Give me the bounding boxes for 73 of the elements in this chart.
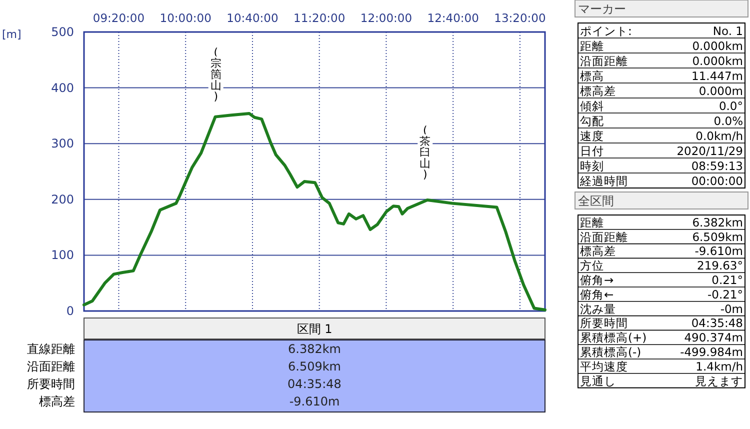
text: 2020/11/29 xyxy=(676,144,743,158)
text: -9.610m xyxy=(694,244,743,258)
text: 04:35:48 xyxy=(691,316,743,330)
x-tick-label: 11:20:00 xyxy=(294,11,346,25)
text: 0.0% xyxy=(714,114,744,128)
text: 累積標高(+) xyxy=(580,330,647,345)
x-tick-label: 12:40:00 xyxy=(427,11,479,25)
text: 経過時間 xyxy=(579,174,628,188)
text: 標高差 xyxy=(580,244,616,258)
text: 俯角→ xyxy=(580,273,614,287)
text: 6.509km xyxy=(692,230,743,244)
y-axis-title: [m] xyxy=(2,28,22,41)
text: 見えます xyxy=(695,374,743,388)
x-tick-label: 10:00:00 xyxy=(160,11,212,25)
text: -9.610m xyxy=(289,394,340,408)
text: 標高 xyxy=(580,69,604,83)
text: -499.984m xyxy=(680,345,743,359)
text: 08:59:13 xyxy=(691,159,743,173)
text: 俯角← xyxy=(580,287,614,302)
text: ポイント: xyxy=(580,24,632,38)
text: 6.509km xyxy=(288,360,341,374)
y-tick-label: 0 xyxy=(66,304,74,318)
text: 所要時間 xyxy=(580,316,628,330)
y-tick-label: 400 xyxy=(51,80,74,95)
text: 219.63° xyxy=(697,258,743,273)
text: 傾斜 xyxy=(580,99,604,113)
text: 0.000m xyxy=(698,84,743,98)
text: 見通し xyxy=(580,374,616,388)
y-tick-label: 500 xyxy=(51,25,74,39)
text: 6.382km xyxy=(692,215,743,230)
y-tick-label: 100 xyxy=(51,248,74,262)
text: 11.447m xyxy=(692,69,743,83)
text: 0.0° xyxy=(718,99,743,113)
text: 速度 xyxy=(580,129,604,143)
text: 勾配 xyxy=(580,114,604,128)
text: 0.000km xyxy=(692,54,743,68)
y-tick-label: 200 xyxy=(51,192,74,206)
text: 00:00:00 xyxy=(691,174,743,188)
text: 0.21° xyxy=(712,273,743,287)
text: 方位 xyxy=(580,258,604,273)
y-tick-label: 300 xyxy=(51,136,74,151)
text: マーカー xyxy=(578,2,626,16)
text: 所要時間 xyxy=(27,377,75,391)
text: 0.000km xyxy=(692,39,743,53)
text: 沿面距離 xyxy=(27,360,75,374)
text: 平均速度 xyxy=(580,359,628,374)
text: -0.21° xyxy=(707,287,743,302)
text: 全区間 xyxy=(578,194,614,208)
text: 日付 xyxy=(580,144,604,158)
x-tick-label: 09:20:00 xyxy=(92,11,145,25)
text: 累積標高(-) xyxy=(580,345,642,359)
text: 標高差 xyxy=(39,394,75,408)
x-tick-label: 10:40:00 xyxy=(226,11,278,25)
x-tick-label: 12:00:00 xyxy=(360,11,412,25)
text: 沿面距離 xyxy=(580,54,628,68)
line-series xyxy=(82,112,546,312)
text: No. 1 xyxy=(712,24,743,38)
text: 時刻 xyxy=(580,159,604,173)
text: 距離 xyxy=(580,215,604,230)
annotation: (宗箇山) xyxy=(210,46,222,103)
text: 距離 xyxy=(580,39,604,53)
text: 沈み量 xyxy=(580,302,616,316)
text: 490.374m xyxy=(684,330,743,345)
text: 直線距離 xyxy=(27,342,75,356)
text: 標高差 xyxy=(580,84,616,98)
text: 区間 1 xyxy=(296,322,332,336)
text: 04:35:48 xyxy=(288,377,342,391)
text: 1.4km/h xyxy=(696,359,743,374)
text: 沿面距離 xyxy=(580,230,628,244)
x-tick-label: 13:20:00 xyxy=(494,11,546,25)
text: 6.382km xyxy=(288,342,341,356)
text: -0m xyxy=(720,302,743,316)
text: 0.0km/h xyxy=(696,129,743,143)
